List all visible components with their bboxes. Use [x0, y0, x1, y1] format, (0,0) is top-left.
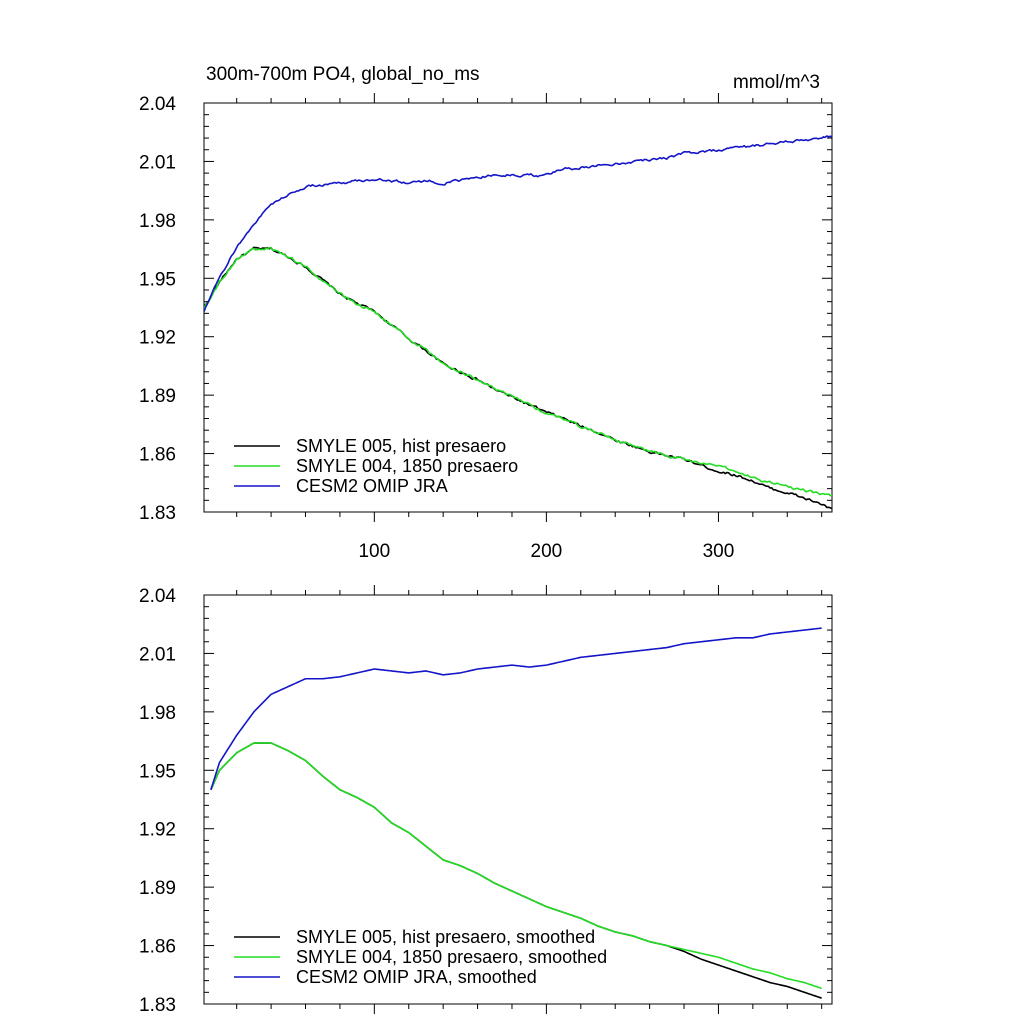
x-tick-label: 200	[531, 541, 563, 562]
legend-label: SMYLE 005, hist presaero	[296, 436, 506, 456]
y-tick-label: 1.89	[139, 878, 176, 899]
y-tick-label: 1.92	[139, 820, 176, 841]
legend-label: CESM2 OMIP JRA, smoothed	[296, 967, 537, 987]
y-tick-label: 1.83	[139, 995, 176, 1016]
y-tick-label: 2.04	[139, 586, 176, 607]
series-line	[204, 246, 832, 497]
y-tick-label: 1.98	[139, 211, 176, 232]
y-tick-label: 1.86	[139, 937, 176, 958]
legend-label: SMYLE 004, 1850 presaero	[296, 456, 518, 476]
y-tick-label: 1.86	[139, 445, 176, 466]
x-tick-label: 100	[358, 541, 390, 562]
y-tick-label: 1.89	[139, 386, 176, 407]
units-label: mmol/m^3	[733, 72, 820, 93]
y-tick-label: 1.83	[139, 503, 176, 524]
y-tick-label: 2.01	[139, 644, 176, 665]
series-line	[210, 627, 822, 791]
y-tick-label: 1.92	[139, 328, 176, 349]
legend-label: SMYLE 005, hist presaero, smoothed	[296, 927, 595, 947]
legend-label: CESM2 OMIP JRA	[296, 476, 448, 496]
y-tick-label: 1.95	[139, 761, 176, 782]
y-tick-label: 1.98	[139, 703, 176, 724]
series-line	[204, 135, 832, 312]
y-tick-label: 2.01	[139, 152, 176, 173]
top-panel: 300m-700m PO4, global_no_ms mmol/m^3 1.83 1…	[139, 64, 833, 562]
series-line	[204, 246, 832, 510]
legend-label: SMYLE 004, 1850 presaero, smoothed	[296, 947, 607, 967]
y-tick-label: 2.04	[139, 94, 176, 115]
chart-title: 300m-700m PO4, global_no_ms	[206, 64, 480, 85]
bottom-panel: 1.83 1.86 1.89 1.92 1.95 1.98 2.01 2.04 SMYLE 00…	[139, 585, 833, 1016]
plot-frame	[203, 594, 833, 1005]
y-tick-label: 1.95	[139, 269, 176, 290]
x-tick-label: 300	[703, 541, 735, 562]
series-line	[210, 742, 822, 990]
